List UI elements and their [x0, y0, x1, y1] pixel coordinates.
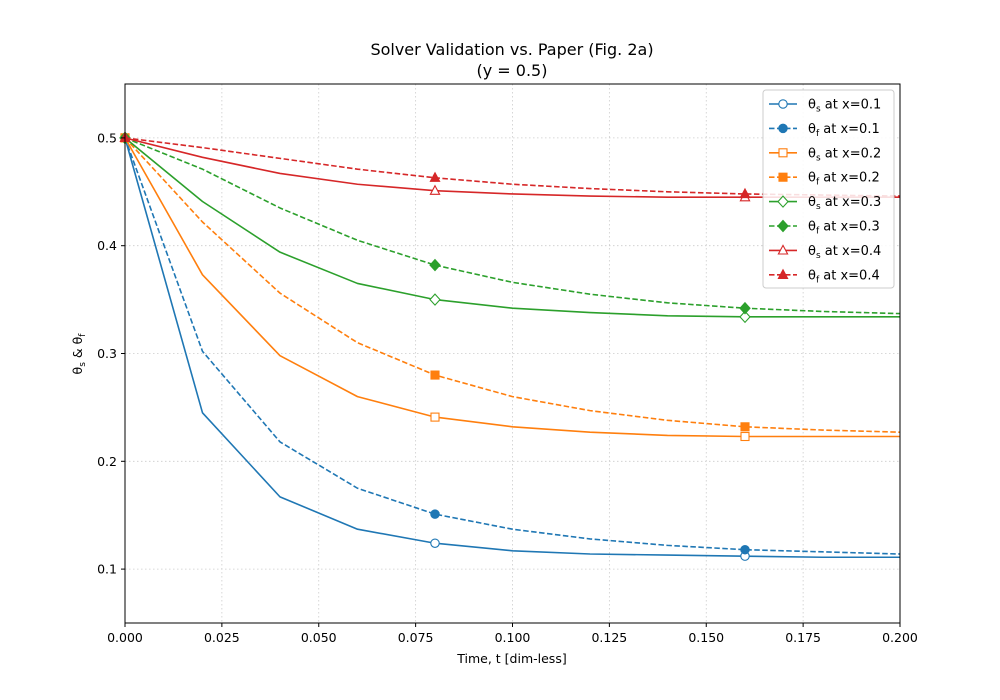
- legend-entry: θf at x=0.4: [769, 268, 880, 285]
- data-point: [430, 538, 440, 548]
- chart-title: Solver Validation vs. Paper (Fig. 2a): [370, 40, 653, 59]
- legend-marker: [777, 244, 789, 255]
- data-point: [430, 412, 440, 422]
- y-tick-label: 0.2: [97, 454, 117, 469]
- data-point: [739, 301, 751, 315]
- y-tick-label: 0.5: [97, 130, 117, 145]
- x-tick-label: 0.175: [785, 630, 821, 645]
- series-line: [124, 137, 900, 559]
- x-axis-label: Time, t [dim-less]: [456, 651, 566, 666]
- legend-marker: [778, 123, 788, 134]
- legend-entry: θf at x=0.3: [769, 220, 880, 237]
- legend-entry: θf at x=0.2: [769, 171, 880, 188]
- data-point: [429, 293, 441, 306]
- legend-box: [762, 89, 895, 289]
- data-point: [739, 187, 751, 199]
- x-tick-label: 0.125: [591, 630, 627, 645]
- x-tick-label: 0.025: [204, 630, 240, 645]
- x-tick-label: 0.050: [301, 630, 337, 645]
- data-point: [740, 431, 750, 442]
- x-tick-label: 0.100: [495, 630, 531, 645]
- legend-label: θf at x=0.4: [808, 268, 880, 285]
- x-tick-label: 0.075: [398, 630, 434, 645]
- legend-marker: [778, 148, 788, 158]
- legend-label: θs at x=0.2: [808, 146, 881, 163]
- legend-entry: θs at x=0.1: [769, 98, 881, 115]
- legend-label: θf at x=0.3: [808, 220, 880, 237]
- data-point: [740, 544, 750, 555]
- legend-entry: θf at x=0.1: [769, 122, 880, 139]
- legend-marker: [777, 219, 789, 233]
- legend-marker: [777, 195, 789, 208]
- chart-subtitle: (y = 0.5): [477, 61, 548, 80]
- data-point: [429, 171, 441, 182]
- x-tick-label: 0.200: [882, 630, 918, 645]
- legend: θs at x=0.1 θf at x=0.1 θs at x=0.2 θf at x…: [762, 89, 895, 289]
- x-tick-label: 0.150: [688, 630, 724, 645]
- legend-label: θs at x=0.3: [808, 195, 881, 212]
- y-tick-label: 0.1: [97, 562, 117, 577]
- legend-entry: θs at x=0.4: [769, 244, 881, 261]
- data-point: [740, 422, 750, 432]
- series-line: [124, 137, 901, 315]
- data-point: [430, 370, 440, 380]
- series-line: [124, 137, 900, 438]
- legend-entry: θs at x=0.2: [769, 146, 881, 163]
- data-point: [430, 509, 440, 519]
- data-point: [739, 310, 751, 324]
- legend-marker: [778, 99, 788, 109]
- series-line: [124, 137, 901, 555]
- legend-label: θs at x=0.4: [808, 244, 881, 261]
- y-tick-label: 0.3: [97, 346, 117, 361]
- legend-marker: [777, 268, 789, 279]
- legend-label: θf at x=0.1: [808, 122, 880, 139]
- data-point: [429, 184, 441, 195]
- data-point: [429, 258, 441, 272]
- series-line: [124, 137, 901, 433]
- x-tick-label: 0.000: [107, 630, 143, 645]
- legend-entry: θs at x=0.3: [769, 195, 881, 212]
- series-line: [124, 137, 900, 318]
- legend-marker: [778, 172, 788, 182]
- legend-label: θs at x=0.1: [808, 98, 881, 115]
- legend-label: θf at x=0.2: [808, 171, 880, 188]
- y-tick-label: 0.4: [97, 238, 117, 253]
- axis-ticks: 0.000 0.025 0.050 0.075 0.100 0.125 0.150 0.175…: [97, 130, 918, 645]
